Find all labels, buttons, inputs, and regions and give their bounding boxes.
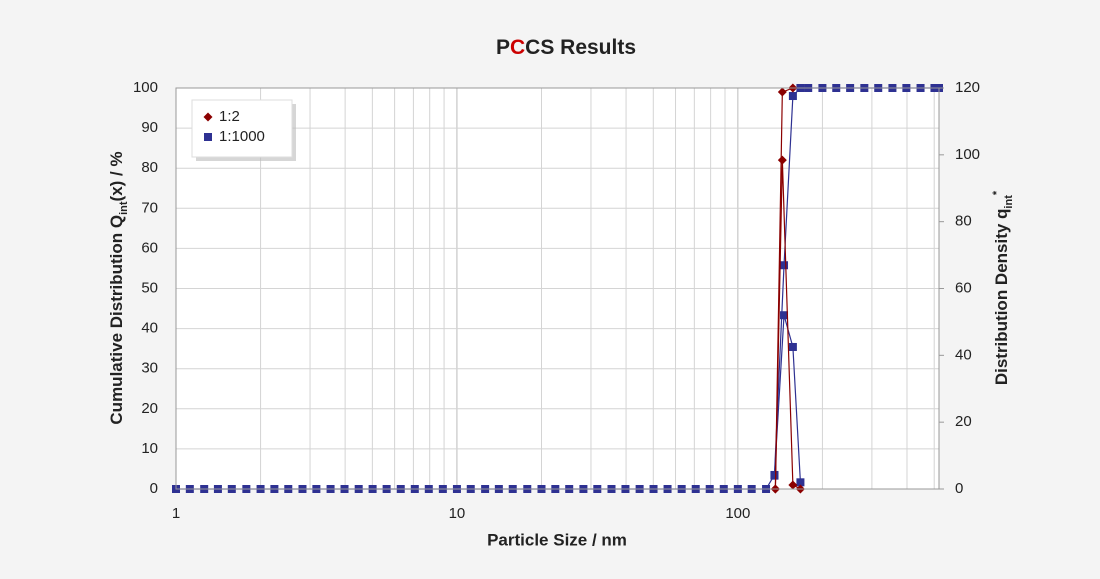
point [788, 92, 797, 101]
point [203, 112, 213, 122]
point [788, 342, 797, 351]
title-part: P [496, 36, 510, 59]
point [777, 155, 787, 165]
y-tick-label: 30 [141, 360, 158, 377]
y-tick-label: 0 [150, 480, 158, 497]
y-tick-label: 50 [141, 279, 158, 296]
y-axis-label: Cumulative Distribution Qint(x) / % [107, 151, 129, 424]
grid [175, 87, 939, 490]
legend-label: 1:2 [219, 108, 240, 125]
y2-tick-label: 40 [955, 346, 972, 363]
axis-label-part: Cumulative Distribution Q [107, 215, 126, 425]
y-tick-label: 70 [141, 199, 158, 216]
axis-label-part: (x) / % [107, 151, 126, 201]
y2-tick-label: 20 [955, 413, 972, 430]
x-tick-label: 10 [449, 505, 466, 522]
y-tick-label: 10 [141, 440, 158, 457]
y2-tick-label: 0 [955, 480, 963, 497]
y-tick-label: 100 [133, 79, 158, 96]
point [780, 311, 789, 320]
point [777, 87, 787, 97]
series-line [774, 160, 801, 490]
y2-tick-label: 80 [955, 213, 972, 230]
y2-axis-label: Distribution Density qint* [991, 190, 1015, 385]
series-group [770, 155, 805, 494]
point [770, 471, 779, 480]
y-tick-label: 90 [141, 119, 158, 136]
point [204, 133, 212, 141]
legend: 1:2 1:1000 [191, 99, 296, 161]
x-tick-label: 1 [172, 505, 180, 522]
axis-label-part: * [991, 190, 1003, 195]
title-part: C [510, 36, 525, 59]
point [788, 480, 798, 490]
y-tick-label: 20 [141, 400, 158, 417]
axis-label-part: int [118, 201, 130, 215]
title-part: CS Results [525, 36, 636, 59]
y2-tick-label: 120 [955, 79, 980, 96]
y-tick-label: 60 [141, 239, 158, 256]
legend-label: 1:1000 [219, 128, 265, 145]
y2-tick-label: 100 [955, 146, 980, 163]
point [796, 478, 805, 487]
axis-label-part: int [1003, 195, 1015, 209]
x-axis-label: Particle Size / nm [487, 530, 627, 549]
point [780, 261, 789, 270]
y2-tick-label: 60 [955, 279, 972, 296]
x-tick-label: 100 [725, 505, 750, 522]
chart-title: PCCS Results [496, 36, 636, 59]
y-tick-label: 80 [141, 159, 158, 176]
y-tick-label: 40 [141, 320, 158, 337]
axis-label-part: Distribution Density q [992, 209, 1011, 386]
